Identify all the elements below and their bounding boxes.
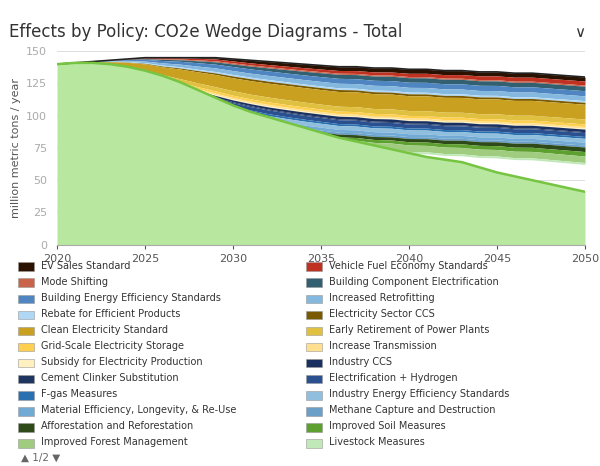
Text: Rebate for Efficient Products: Rebate for Efficient Products	[41, 309, 181, 319]
FancyBboxPatch shape	[306, 327, 322, 335]
Text: Early Retirement of Power Plants: Early Retirement of Power Plants	[329, 325, 490, 335]
Text: Material Efficiency, Longevity, & Re-Use: Material Efficiency, Longevity, & Re-Use	[41, 405, 236, 415]
FancyBboxPatch shape	[18, 343, 34, 351]
Text: Effects by Policy: CO2e Wedge Diagrams - Total: Effects by Policy: CO2e Wedge Diagrams -…	[9, 23, 403, 41]
Text: ▲ 1/2 ▼: ▲ 1/2 ▼	[21, 453, 60, 463]
FancyBboxPatch shape	[18, 423, 34, 432]
Text: ∨: ∨	[574, 25, 585, 40]
FancyBboxPatch shape	[306, 439, 322, 448]
Text: Livestock Measures: Livestock Measures	[329, 438, 425, 447]
Text: Electrification + Hydrogen: Electrification + Hydrogen	[329, 373, 458, 383]
FancyBboxPatch shape	[18, 407, 34, 416]
FancyBboxPatch shape	[306, 343, 322, 351]
FancyBboxPatch shape	[306, 423, 322, 432]
FancyBboxPatch shape	[306, 359, 322, 367]
Text: F-gas Measures: F-gas Measures	[41, 389, 118, 399]
Text: Cement Clinker Substitution: Cement Clinker Substitution	[41, 373, 179, 383]
FancyBboxPatch shape	[18, 327, 34, 335]
Text: EV Sales Standard: EV Sales Standard	[41, 260, 131, 271]
Text: Increased Retrofitting: Increased Retrofitting	[329, 293, 435, 303]
Text: Grid-Scale Electricity Storage: Grid-Scale Electricity Storage	[41, 341, 184, 351]
Text: Electricity Sector CCS: Electricity Sector CCS	[329, 309, 435, 319]
FancyBboxPatch shape	[306, 391, 322, 399]
FancyBboxPatch shape	[18, 375, 34, 384]
FancyBboxPatch shape	[18, 262, 34, 271]
Text: Improved Forest Management: Improved Forest Management	[41, 438, 188, 447]
FancyBboxPatch shape	[306, 262, 322, 271]
FancyBboxPatch shape	[18, 310, 34, 319]
Text: Clean Electricity Standard: Clean Electricity Standard	[41, 325, 168, 335]
FancyBboxPatch shape	[18, 295, 34, 303]
FancyBboxPatch shape	[306, 375, 322, 384]
Text: Improved Soil Measures: Improved Soil Measures	[329, 421, 446, 432]
FancyBboxPatch shape	[18, 439, 34, 448]
Text: Industry Energy Efficiency Standards: Industry Energy Efficiency Standards	[329, 389, 510, 399]
Text: Increase Transmission: Increase Transmission	[329, 341, 437, 351]
FancyBboxPatch shape	[306, 295, 322, 303]
FancyBboxPatch shape	[306, 310, 322, 319]
FancyBboxPatch shape	[18, 359, 34, 367]
Y-axis label: million metric tons / year: million metric tons / year	[11, 78, 20, 218]
Text: Afforestation and Reforestation: Afforestation and Reforestation	[41, 421, 194, 432]
Text: Building Energy Efficiency Standards: Building Energy Efficiency Standards	[41, 293, 221, 303]
FancyBboxPatch shape	[18, 391, 34, 399]
Text: Methane Capture and Destruction: Methane Capture and Destruction	[329, 405, 496, 415]
FancyBboxPatch shape	[18, 278, 34, 287]
FancyBboxPatch shape	[306, 407, 322, 416]
FancyBboxPatch shape	[306, 278, 322, 287]
Text: Mode Shifting: Mode Shifting	[41, 277, 108, 287]
Text: Vehicle Fuel Economy Standards: Vehicle Fuel Economy Standards	[329, 260, 488, 271]
Text: Industry CCS: Industry CCS	[329, 357, 392, 367]
Text: Building Component Electrification: Building Component Electrification	[329, 277, 499, 287]
Text: Subsidy for Electricity Production: Subsidy for Electricity Production	[41, 357, 203, 367]
